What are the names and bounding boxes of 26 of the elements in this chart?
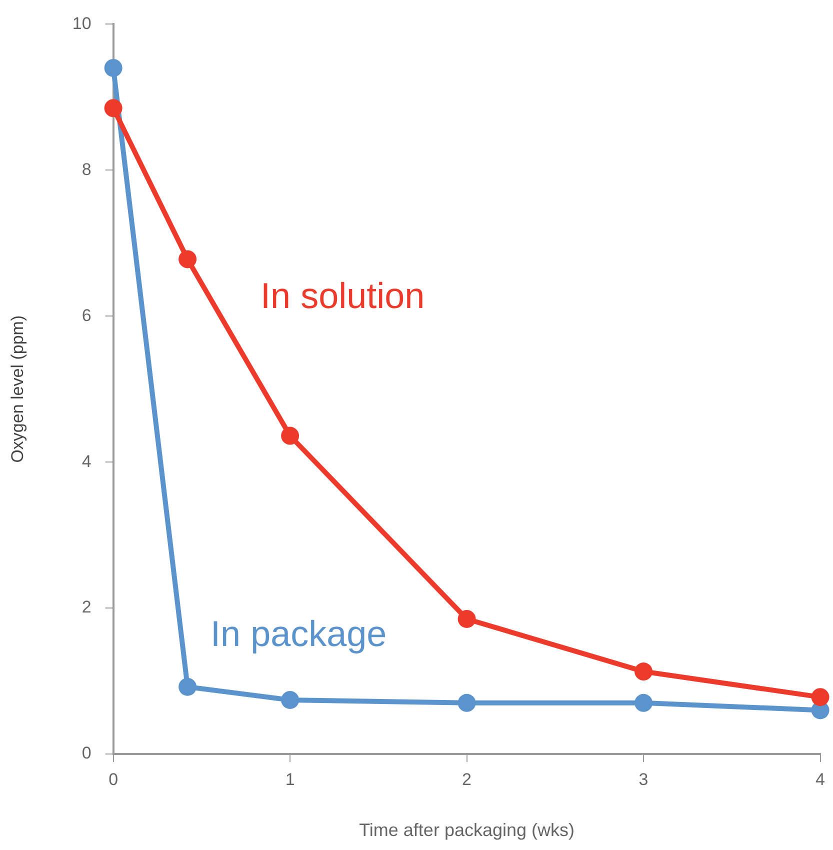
point [281, 426, 300, 445]
point [104, 58, 122, 77]
point [811, 688, 830, 706]
x-tick-label: 2 [462, 770, 472, 789]
y-tick-label: 8 [82, 160, 92, 179]
y-tick-label: 10 [72, 14, 92, 33]
series-label: In solution [260, 275, 425, 316]
point [634, 662, 653, 681]
point [178, 250, 197, 268]
point [458, 610, 476, 628]
point [104, 99, 122, 118]
series-label: In package [210, 612, 387, 654]
point [458, 694, 476, 712]
point [634, 694, 653, 712]
y-tick-label: 4 [82, 452, 92, 471]
x-tick-label: 4 [816, 770, 826, 789]
x-tick-label: 3 [638, 770, 648, 789]
point [281, 690, 300, 709]
point [178, 678, 197, 696]
y-tick-label: 2 [82, 598, 92, 617]
x-axis-title: Time after packaging (wks) [359, 820, 574, 840]
y-tick-label: 6 [82, 306, 92, 325]
y-tick-label: 0 [82, 744, 92, 763]
y-axis-title: Oxygen level (ppm) [8, 315, 27, 463]
x-tick-label: 1 [285, 770, 295, 789]
x-tick-label: 0 [108, 770, 118, 789]
